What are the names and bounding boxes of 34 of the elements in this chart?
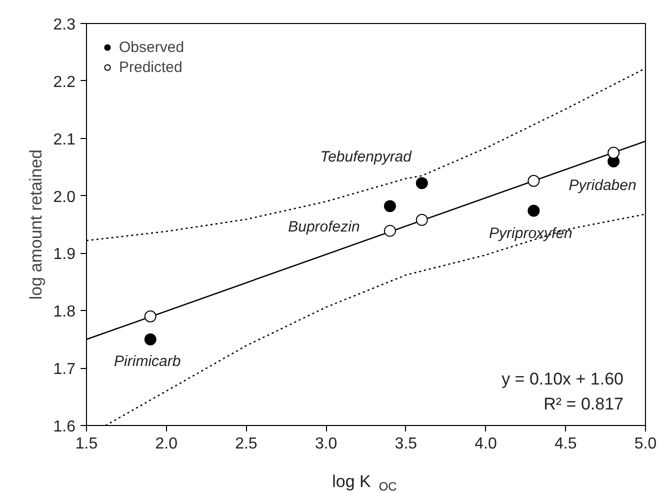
x-tick-label: 4.0	[474, 436, 498, 452]
x-tick-label: 1.5	[75, 436, 98, 452]
point	[416, 214, 428, 226]
y-tick-label: 2.2	[53, 74, 76, 91]
annotation: Pyridaben	[568, 176, 636, 194]
legend-label: Observed	[119, 38, 184, 56]
annotation: Buprofezin	[288, 218, 360, 236]
point	[528, 204, 540, 217]
x-tick-label: 5.0	[634, 436, 657, 452]
x-tick-label: 2.5	[235, 436, 258, 452]
point	[144, 310, 156, 322]
annotation: Tebufenpyrad	[320, 148, 412, 166]
y-tick-label: 2.1	[53, 131, 76, 148]
point	[528, 174, 540, 187]
legend-label: Predicted	[119, 58, 182, 76]
x-tick-label: 3.5	[394, 436, 418, 452]
annotation: y = 0.10x + 1.60	[502, 370, 624, 388]
annotation: R² = 0.817	[544, 394, 624, 414]
y-tick-label: 2.3	[53, 16, 76, 34]
point	[384, 200, 396, 212]
annotation: Pirimicarb	[114, 352, 181, 370]
x-tick-label: 2.0	[155, 436, 178, 452]
point	[384, 224, 396, 237]
y-tick-label: 1.7	[53, 361, 76, 378]
x-tick-label: 4.5	[554, 436, 577, 452]
y-tick-label: 1.8	[53, 304, 76, 321]
y-tick-label: 1.6	[53, 418, 76, 436]
point	[416, 177, 428, 190]
y-axis-title: log amount retained	[26, 149, 46, 300]
point	[144, 333, 156, 346]
point	[608, 146, 620, 159]
y-tick-label: 2.0	[53, 188, 76, 206]
y-tick-label: 1.9	[53, 246, 76, 264]
x-tick-label: 3.0	[314, 436, 338, 452]
